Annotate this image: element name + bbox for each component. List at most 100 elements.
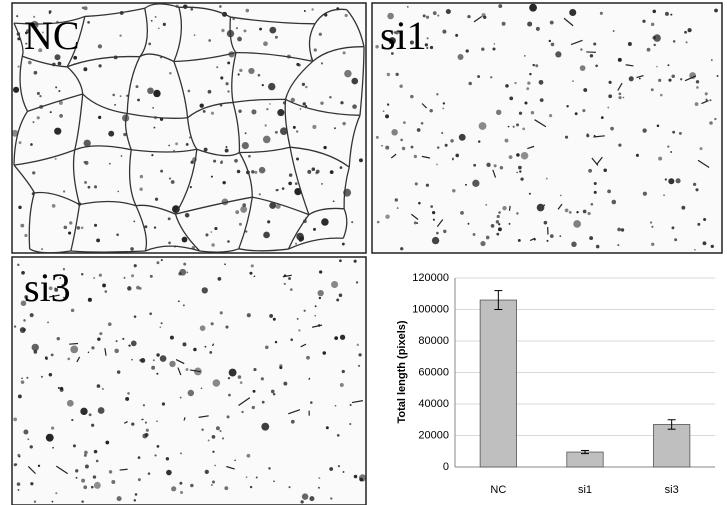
cell	[169, 335, 174, 340]
cell	[667, 145, 670, 148]
error-bar	[667, 419, 676, 430]
cell	[289, 288, 293, 291]
cell	[353, 259, 357, 263]
cell	[290, 419, 295, 424]
cell	[464, 183, 467, 186]
cell	[595, 64, 598, 68]
cell	[138, 286, 142, 290]
cell	[26, 29, 31, 34]
cell	[210, 322, 214, 326]
cell	[202, 109, 206, 113]
cell	[358, 158, 363, 163]
cell	[468, 81, 472, 86]
cell	[490, 224, 495, 228]
cell	[697, 222, 701, 226]
cell	[283, 282, 287, 286]
cell	[219, 5, 222, 8]
cell	[526, 87, 530, 91]
cell	[199, 103, 204, 108]
cell	[13, 417, 18, 422]
cell	[650, 22, 655, 27]
cell	[181, 236, 188, 243]
cell	[672, 130, 676, 134]
cell	[134, 493, 138, 496]
cell	[675, 178, 681, 184]
micrograph	[371, 2, 723, 254]
cell	[310, 401, 313, 404]
tube	[199, 248, 239, 253]
sprout	[529, 237, 536, 242]
cell	[496, 232, 500, 236]
cell	[245, 230, 248, 233]
cell	[127, 286, 132, 291]
cell	[414, 182, 418, 186]
cell	[582, 209, 587, 214]
cell	[162, 22, 166, 26]
cell	[508, 155, 513, 160]
cell	[617, 227, 621, 232]
cell	[635, 153, 639, 157]
cell	[656, 65, 658, 68]
cell	[245, 8, 250, 13]
cell	[57, 386, 60, 389]
cell	[108, 470, 113, 474]
cell	[528, 192, 531, 195]
cell	[225, 146, 228, 149]
cell	[243, 29, 247, 33]
cell	[248, 67, 255, 75]
cell	[139, 174, 144, 179]
micrograph-texture	[11, 3, 365, 254]
tube	[238, 152, 253, 198]
cell	[355, 281, 359, 284]
cell	[388, 37, 396, 45]
cell	[239, 68, 243, 73]
cell	[239, 381, 243, 384]
cell	[292, 125, 296, 129]
cell	[272, 393, 276, 396]
sprout	[701, 99, 709, 105]
cell	[502, 205, 507, 211]
cell	[452, 189, 456, 193]
cell	[220, 160, 223, 163]
cell	[582, 109, 586, 113]
tube	[236, 52, 313, 62]
cell	[263, 41, 268, 47]
cell	[207, 89, 212, 94]
y-tick-label: 0	[443, 461, 449, 473]
cell	[296, 62, 300, 66]
cell	[255, 476, 258, 479]
cell	[158, 27, 160, 30]
cell	[399, 84, 403, 88]
cell	[150, 19, 153, 22]
cell	[593, 42, 597, 46]
cell	[210, 484, 213, 486]
cell	[184, 212, 190, 218]
cell	[472, 233, 476, 236]
cell	[18, 205, 22, 210]
cell	[505, 84, 509, 88]
sprout	[175, 359, 185, 365]
cell	[75, 469, 79, 473]
tube	[126, 56, 141, 114]
tube	[239, 146, 291, 154]
cell	[580, 48, 583, 51]
cell	[84, 180, 88, 184]
tube	[74, 93, 84, 150]
cell	[334, 336, 339, 341]
cell	[689, 72, 697, 80]
cell	[431, 236, 440, 245]
sprout	[390, 153, 397, 159]
cell	[222, 180, 226, 185]
cell	[422, 14, 426, 18]
cell	[187, 389, 195, 397]
cell	[62, 190, 66, 193]
cell	[151, 365, 156, 370]
cell	[694, 248, 696, 251]
cell	[210, 175, 213, 178]
cell	[496, 214, 500, 219]
cell	[436, 93, 439, 96]
cell	[72, 444, 76, 448]
cell	[670, 151, 673, 153]
cell	[516, 123, 520, 127]
cell	[678, 131, 682, 135]
